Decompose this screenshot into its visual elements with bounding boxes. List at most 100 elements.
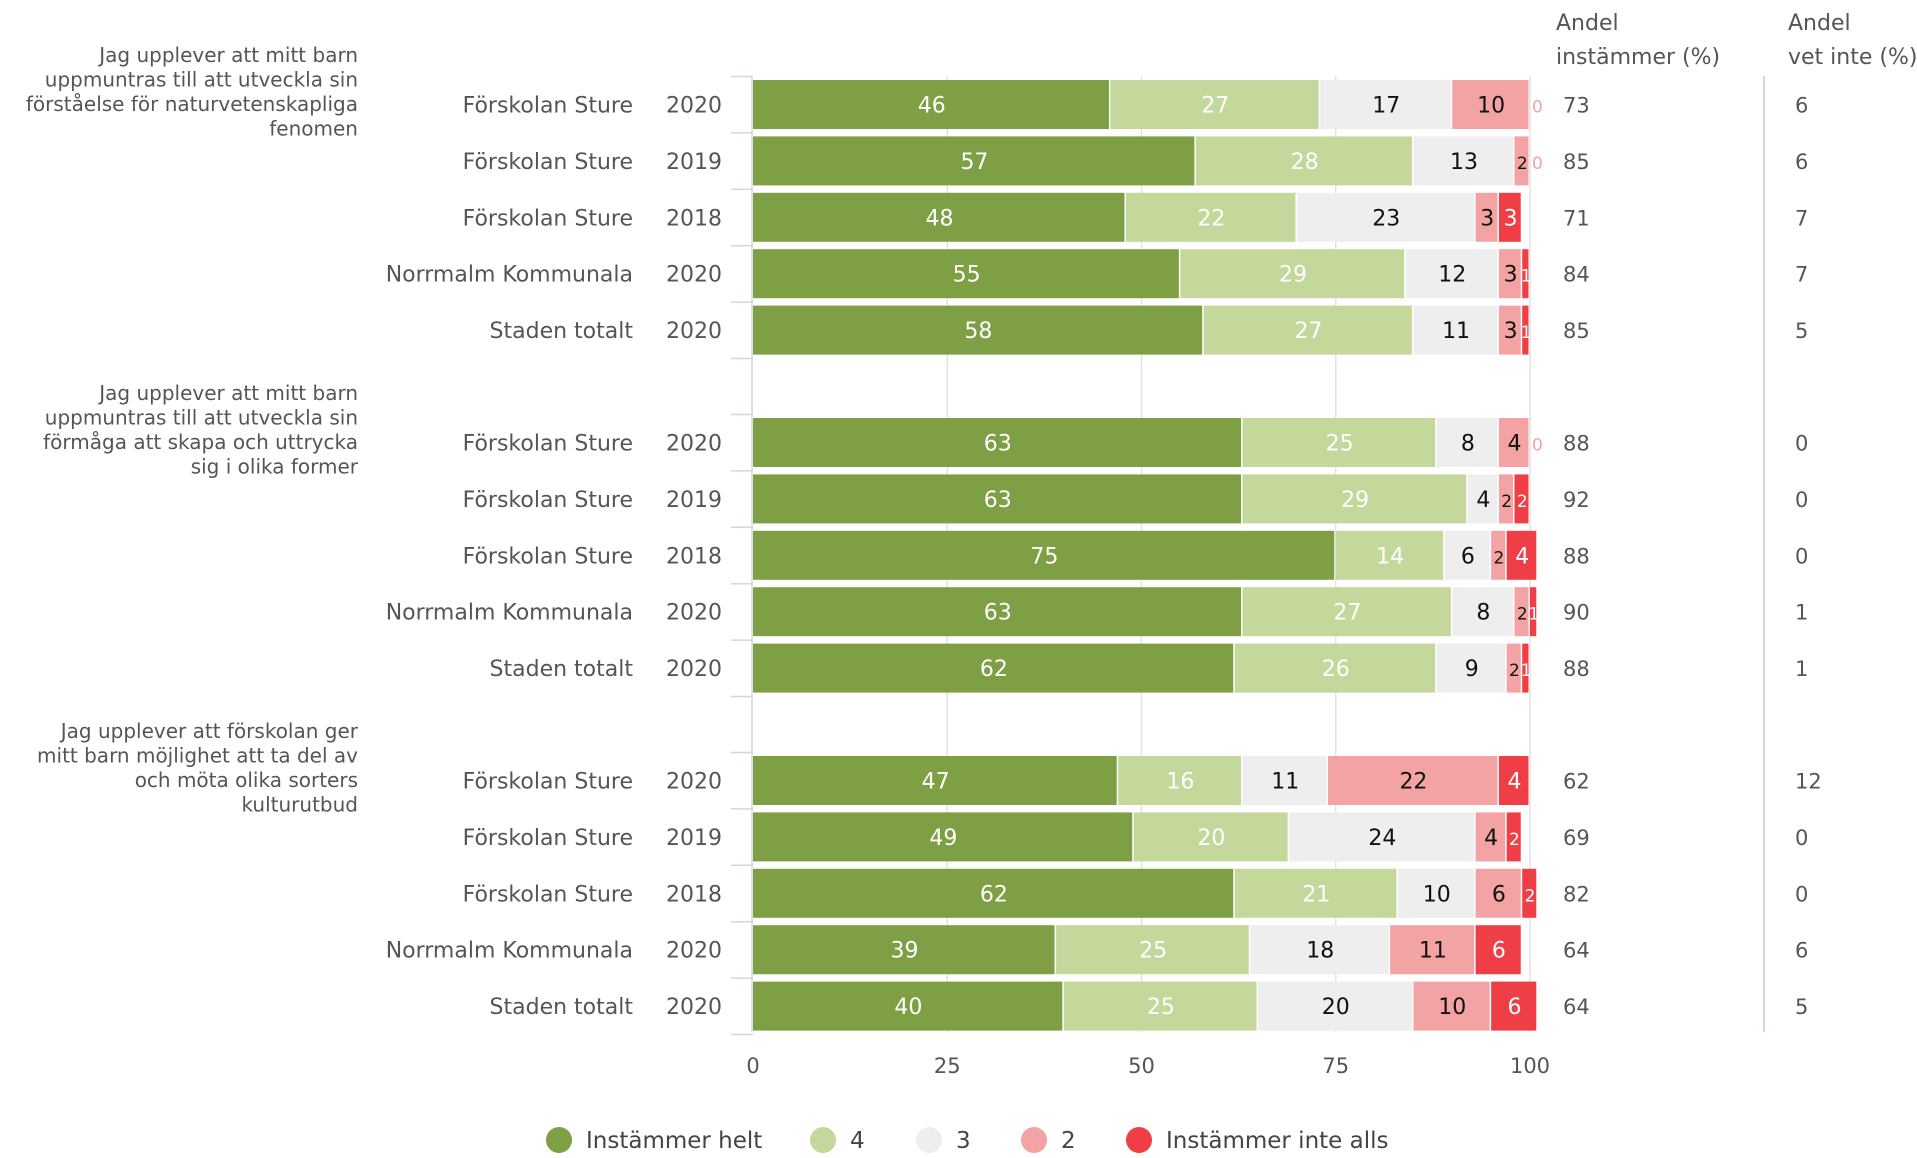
bar-data-label: 28 — [1291, 150, 1319, 175]
row-year: 2019 — [666, 488, 722, 513]
row-year: 2019 — [666, 150, 722, 175]
bar-data-label: 3 — [1480, 206, 1494, 231]
bar-data-label: 2 — [1517, 154, 1528, 174]
bar-data-label: 6 — [1492, 939, 1506, 964]
bar-segment-1 — [753, 925, 1055, 975]
bar-segment-4 — [1514, 587, 1529, 637]
row-year: 2020 — [666, 939, 722, 964]
bar-segment-5 — [1522, 249, 1529, 299]
instammer-value: 92 — [1563, 488, 1590, 512]
bar-segment-3 — [1444, 530, 1490, 580]
legend-label: Instämmer inte alls — [1166, 1128, 1389, 1154]
row-year: 2018 — [666, 882, 722, 907]
bar-segment-3 — [1242, 756, 1327, 805]
legend-label: Instämmer helt — [586, 1128, 762, 1154]
bar-segment-4 — [1475, 812, 1506, 862]
bar-data-label: 0 — [1532, 436, 1543, 456]
bar-data-label: 27 — [1333, 601, 1361, 626]
bar-segment-4 — [1475, 192, 1498, 242]
bar-data-label: 4 — [1507, 432, 1521, 457]
bar-segment-3 — [1250, 925, 1389, 975]
legend-label: 3 — [956, 1128, 971, 1154]
bar-data-label: 0 — [1532, 154, 1543, 174]
bar-segment-4 — [1475, 868, 1521, 918]
bar-data-label: 49 — [929, 826, 957, 851]
vetinte-column-header: vet inte (%) — [1788, 45, 1917, 70]
bar-data-label: 12 — [1438, 263, 1466, 288]
bar-segment-4 — [1498, 418, 1529, 467]
row-label: Förskolan Sture — [463, 544, 633, 569]
bar-data-label: 1 — [1521, 661, 1532, 681]
legend-marker — [1126, 1127, 1152, 1153]
bar-data-label: 2 — [1494, 548, 1505, 568]
x-tick-label: 75 — [1322, 1054, 1349, 1078]
bar-segment-4 — [1491, 530, 1506, 580]
question-label: uppmuntras till att utveckla sin — [45, 68, 358, 92]
bar-data-label: 2 — [1517, 605, 1528, 625]
question-label: Jag upplever att mitt barn — [97, 43, 358, 67]
bar-segment-2 — [1242, 474, 1467, 524]
bar-data-label: 1 — [1521, 323, 1532, 343]
bar-data-label: 18 — [1306, 939, 1334, 964]
bar-segment-5 — [1506, 530, 1537, 580]
bar-segment-3 — [1413, 136, 1513, 186]
bar-segment-2 — [1242, 587, 1451, 637]
vetinte-value: 7 — [1795, 206, 1808, 230]
bar-segment-3 — [1397, 868, 1475, 918]
legend-marker — [546, 1127, 572, 1153]
bar-segment-3 — [1296, 192, 1475, 242]
bar-segment-1 — [753, 305, 1203, 355]
instammer-value: 64 — [1563, 995, 1590, 1019]
vetinte-value: 5 — [1795, 319, 1808, 343]
bar-data-label: 11 — [1271, 770, 1299, 795]
x-tick-label: 50 — [1128, 1054, 1155, 1078]
instammer-value: 64 — [1563, 939, 1590, 963]
bar-segment-2 — [1118, 756, 1242, 805]
bar-data-label: 24 — [1368, 826, 1396, 851]
question-label: Jag upplever att förskolan ger — [59, 719, 359, 743]
row-year: 2020 — [666, 657, 722, 682]
instammer-value: 62 — [1563, 770, 1590, 794]
question-label: Jag upplever att mitt barn — [97, 381, 358, 405]
bar-segment-3 — [1436, 418, 1498, 467]
bar-segment-4 — [1327, 756, 1498, 805]
bar-segment-2 — [1110, 80, 1319, 129]
bar-data-label: 63 — [984, 432, 1012, 457]
bar-data-label: 17 — [1372, 94, 1400, 119]
row-label: Förskolan Sture — [463, 882, 633, 907]
bar-data-label: 11 — [1419, 939, 1447, 964]
row-year: 2020 — [666, 432, 722, 457]
bar-data-label: 55 — [953, 263, 981, 288]
bar-segment-1 — [753, 981, 1063, 1031]
x-tick-label: 100 — [1510, 1054, 1550, 1078]
bar-segment-3 — [1467, 474, 1498, 524]
bar-segment-1 — [753, 474, 1242, 524]
bar-segment-5 — [1498, 192, 1521, 242]
bar-data-label: 23 — [1372, 206, 1400, 231]
bar-data-label: 39 — [891, 939, 919, 964]
bar-segment-3 — [1413, 305, 1498, 355]
bar-segment-3 — [1405, 249, 1498, 299]
instammer-value: 71 — [1563, 206, 1590, 230]
bar-data-label: 21 — [1302, 882, 1330, 907]
row-label: Staden totalt — [490, 995, 634, 1020]
bar-segment-5 — [1530, 587, 1537, 637]
bar-segment-1 — [753, 868, 1234, 918]
bar-data-label: 3 — [1504, 263, 1518, 288]
row-year: 2020 — [666, 770, 722, 795]
row-label: Förskolan Sture — [463, 770, 633, 795]
bar-segment-3 — [1320, 80, 1451, 129]
row-label: Förskolan Sture — [463, 206, 633, 231]
vetinte-value: 1 — [1795, 601, 1808, 625]
question-label: kulturutbud — [241, 793, 358, 817]
vetinte-value: 0 — [1795, 544, 1808, 568]
row-label: Förskolan Sture — [463, 432, 633, 457]
bar-data-label: 2 — [1509, 830, 1520, 850]
bar-segment-5 — [1475, 925, 1521, 975]
bar-segment-5 — [1506, 812, 1521, 862]
bar-data-label: 13 — [1450, 150, 1478, 175]
bar-data-label: 4 — [1507, 770, 1521, 795]
vetinte-value: 6 — [1795, 150, 1808, 174]
bar-data-label: 26 — [1322, 657, 1350, 682]
bar-segment-2 — [1203, 305, 1412, 355]
